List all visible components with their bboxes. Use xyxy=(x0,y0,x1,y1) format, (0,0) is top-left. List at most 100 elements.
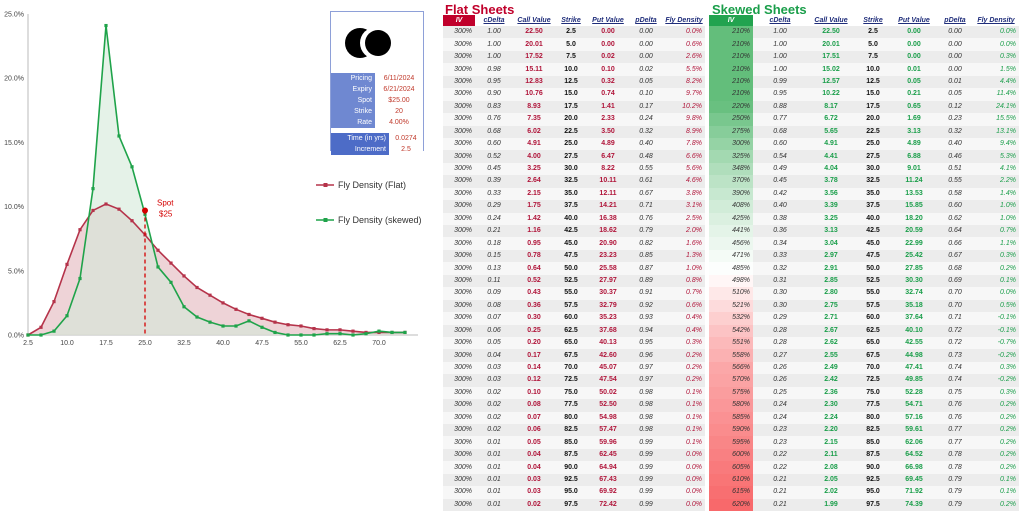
cell-call-value[interactable]: 2.11 xyxy=(807,448,855,462)
cell-pdelta[interactable]: 0.77 xyxy=(937,424,973,437)
cell-put-value[interactable]: 3.50 xyxy=(587,125,629,138)
cell-strike[interactable]: 2.5 xyxy=(855,26,891,39)
cell-pdelta[interactable]: 0.68 xyxy=(937,262,973,275)
cell-pdelta[interactable]: 0.40 xyxy=(937,137,973,151)
cell-fly-density[interactable]: 0.1% xyxy=(973,274,1019,288)
cell-cdelta[interactable]: 0.42 xyxy=(753,187,807,201)
cell-fly-density[interactable]: 0.0% xyxy=(663,498,705,511)
cell-fly-density[interactable]: 5.3% xyxy=(973,150,1019,163)
cell-fly-density[interactable]: 7.8% xyxy=(663,137,705,151)
cell-iv[interactable]: 300% xyxy=(443,175,475,188)
cell-strike[interactable]: 75.0 xyxy=(555,386,587,400)
cell-cdelta[interactable]: 0.33 xyxy=(753,249,807,263)
cell-cdelta[interactable]: 0.29 xyxy=(753,312,807,325)
cell-pdelta[interactable]: 0.67 xyxy=(629,187,663,201)
cell-fly-density[interactable]: 0.1% xyxy=(663,386,705,400)
cell-call-value[interactable]: 2.91 xyxy=(807,262,855,275)
cell-iv[interactable]: 300% xyxy=(443,200,475,213)
cell-iv[interactable]: 300% xyxy=(443,312,475,325)
param-value[interactable]: 4.00% xyxy=(375,117,423,128)
cell-put-value[interactable]: 32.79 xyxy=(587,299,629,313)
cell-fly-density[interactable]: -0.2% xyxy=(973,349,1019,362)
cell-call-value[interactable]: 0.07 xyxy=(513,411,555,424)
cell-strike[interactable]: 62.5 xyxy=(555,324,587,337)
cell-pdelta[interactable]: 0.70 xyxy=(937,287,973,300)
cell-call-value[interactable]: 12.83 xyxy=(513,75,555,89)
cell-call-value[interactable]: 4.00 xyxy=(513,150,555,163)
cell-call-value[interactable]: 5.65 xyxy=(807,125,855,138)
cell-put-value[interactable]: 35.23 xyxy=(587,312,629,325)
cell-iv[interactable]: 300% xyxy=(443,473,475,487)
cell-iv[interactable]: 300% xyxy=(443,424,475,437)
cell-call-value[interactable]: 0.36 xyxy=(513,299,555,313)
cell-cdelta[interactable]: 0.02 xyxy=(475,399,513,412)
cell-call-value[interactable]: 15.11 xyxy=(513,63,555,76)
cell-put-value[interactable]: 0.00 xyxy=(587,38,629,51)
cell-cdelta[interactable]: 0.01 xyxy=(475,486,513,499)
cell-iv[interactable]: 558% xyxy=(709,349,753,362)
cell-strike[interactable]: 37.5 xyxy=(555,200,587,213)
cell-strike[interactable]: 70.0 xyxy=(855,361,891,375)
cell-pdelta[interactable]: 0.99 xyxy=(629,473,663,487)
cell-cdelta[interactable]: 0.01 xyxy=(475,473,513,487)
cell-put-value[interactable]: 71.92 xyxy=(891,486,937,499)
cell-pdelta[interactable]: 0.99 xyxy=(629,486,663,499)
cell-put-value[interactable]: 47.54 xyxy=(587,374,629,387)
cell-call-value[interactable]: 0.08 xyxy=(513,399,555,412)
cell-put-value[interactable]: 6.47 xyxy=(587,150,629,163)
cell-cdelta[interactable]: 0.39 xyxy=(475,175,513,188)
cell-call-value[interactable]: 2.55 xyxy=(807,349,855,362)
cell-strike[interactable]: 42.5 xyxy=(555,225,587,238)
cell-strike[interactable]: 67.5 xyxy=(555,349,587,362)
cell-iv[interactable]: 300% xyxy=(443,125,475,138)
cell-fly-density[interactable]: 0.5% xyxy=(973,299,1019,313)
cell-iv[interactable]: 300% xyxy=(443,237,475,250)
cell-cdelta[interactable]: 1.00 xyxy=(753,63,807,76)
cell-iv[interactable]: 300% xyxy=(443,137,475,151)
cell-pdelta[interactable]: 0.97 xyxy=(629,374,663,387)
cell-cdelta[interactable]: 0.24 xyxy=(753,411,807,424)
cell-cdelta[interactable]: 0.03 xyxy=(475,374,513,387)
cell-pdelta[interactable]: 0.61 xyxy=(629,175,663,188)
cell-put-value[interactable]: 25.58 xyxy=(587,262,629,275)
cell-fly-density[interactable]: 1.0% xyxy=(973,200,1019,213)
cell-call-value[interactable]: 2.15 xyxy=(513,187,555,201)
cell-iv[interactable]: 590% xyxy=(709,424,753,437)
cell-put-value[interactable]: 27.97 xyxy=(587,274,629,288)
cell-iv[interactable]: 300% xyxy=(443,361,475,375)
cell-iv[interactable]: 605% xyxy=(709,461,753,474)
cell-pdelta[interactable]: 0.98 xyxy=(629,386,663,400)
cell-put-value[interactable]: 62.45 xyxy=(587,448,629,462)
cell-put-value[interactable]: 35.18 xyxy=(891,299,937,313)
cell-call-value[interactable]: 0.25 xyxy=(513,324,555,337)
cell-cdelta[interactable]: 1.00 xyxy=(753,26,807,39)
cell-fly-density[interactable]: 0.4% xyxy=(663,312,705,325)
cell-cdelta[interactable]: 0.05 xyxy=(475,336,513,350)
cell-call-value[interactable]: 2.05 xyxy=(807,473,855,487)
cell-fly-density[interactable]: 0.6% xyxy=(663,299,705,313)
cell-put-value[interactable]: 25.42 xyxy=(891,249,937,263)
cell-strike[interactable]: 55.0 xyxy=(855,287,891,300)
cell-call-value[interactable]: 0.78 xyxy=(513,249,555,263)
cell-call-value[interactable]: 2.80 xyxy=(807,287,855,300)
cell-fly-density[interactable]: 0.1% xyxy=(973,486,1019,499)
cell-put-value[interactable]: 66.98 xyxy=(891,461,937,474)
cell-call-value[interactable]: 1.42 xyxy=(513,212,555,225)
cell-cdelta[interactable]: 0.21 xyxy=(753,486,807,499)
cell-cdelta[interactable]: 0.09 xyxy=(475,287,513,300)
cell-call-value[interactable]: 6.02 xyxy=(513,125,555,138)
cell-cdelta[interactable]: 0.90 xyxy=(475,88,513,101)
cell-put-value[interactable]: 57.47 xyxy=(587,424,629,437)
cell-fly-density[interactable]: 0.0% xyxy=(973,38,1019,51)
cell-call-value[interactable]: 0.95 xyxy=(513,237,555,250)
cell-put-value[interactable]: 3.13 xyxy=(891,125,937,138)
cell-iv[interactable]: 300% xyxy=(443,386,475,400)
cell-iv[interactable]: 300% xyxy=(443,162,475,176)
cell-call-value[interactable]: 2.97 xyxy=(807,249,855,263)
param-value[interactable]: 20 xyxy=(375,106,423,117)
cell-iv[interactable]: 325% xyxy=(709,150,753,163)
column-header-fly-density[interactable]: Fly Density xyxy=(973,15,1019,26)
cell-pdelta[interactable]: 0.66 xyxy=(937,237,973,250)
cell-call-value[interactable]: 3.13 xyxy=(807,225,855,238)
cell-call-value[interactable]: 2.02 xyxy=(807,486,855,499)
